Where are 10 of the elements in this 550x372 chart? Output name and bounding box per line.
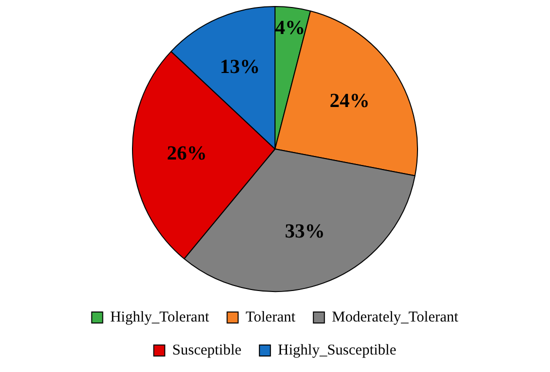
data-label: 33% [284, 220, 325, 242]
data-label: 24% [330, 90, 370, 112]
legend-label: Susceptible [172, 342, 242, 358]
legend-label: Moderately_Tolerant [332, 309, 460, 326]
data-label: 26% [166, 142, 207, 165]
legend-label: Highly_Susceptible [278, 342, 397, 358]
data-label: 4% [275, 17, 306, 39]
data-label: 13% [220, 56, 260, 78]
legend-label: Highly_Tolerant [110, 309, 210, 326]
legend-label: Tolerant [246, 309, 296, 326]
